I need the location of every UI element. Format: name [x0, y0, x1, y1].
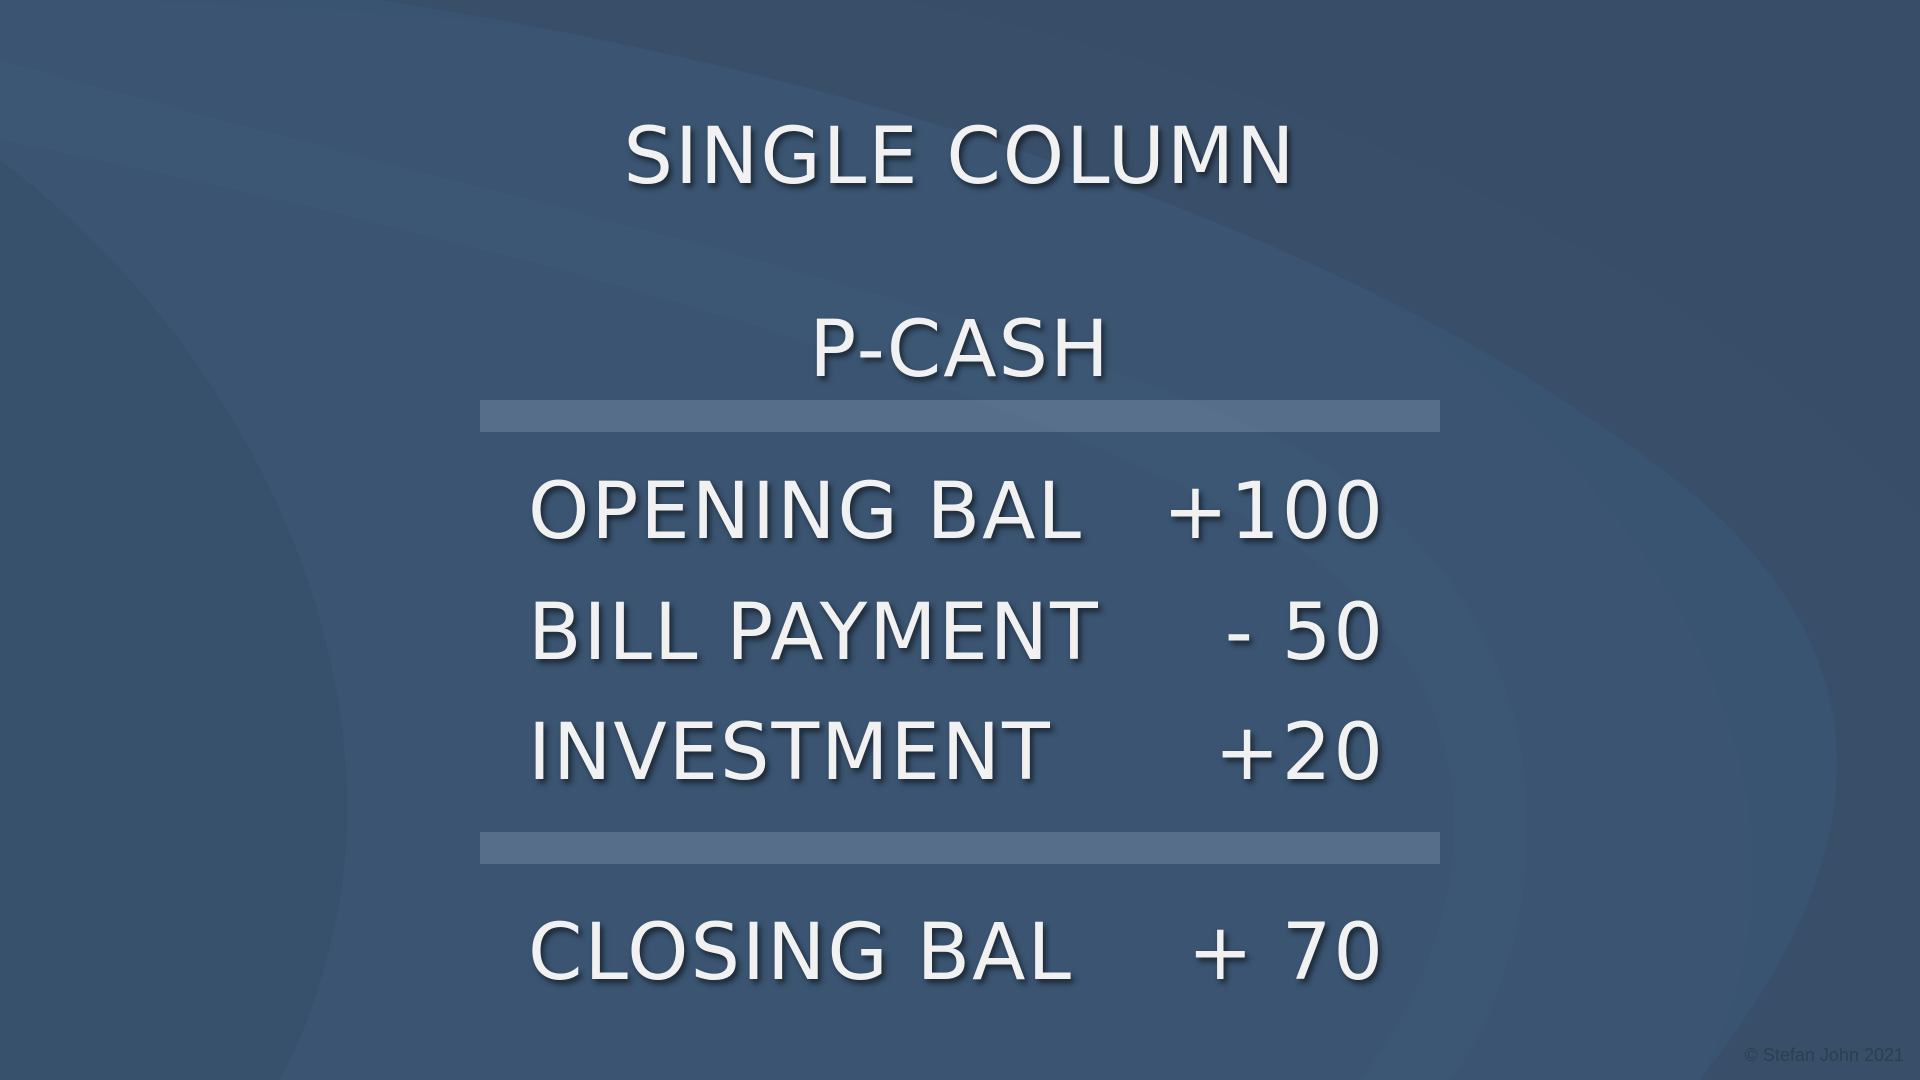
entry-value-opening-balance: +100 — [1162, 467, 1385, 557]
header-divider — [480, 400, 1440, 432]
entry-label-bill-payment: BILL PAYMENT — [528, 588, 1100, 678]
copyright-notice: © Stefan John 2021 — [1744, 1045, 1904, 1065]
total-divider — [480, 832, 1440, 864]
account-title: P-CASH — [809, 305, 1111, 395]
closing-balance-label: CLOSING BAL — [528, 908, 1073, 998]
entry-label-investment: INVESTMENT — [528, 708, 1052, 798]
slide-title: SINGLE COLUMN — [623, 112, 1297, 202]
entry-value-investment: +20 — [1214, 708, 1385, 798]
closing-balance-value: + 70 — [1187, 908, 1385, 998]
entry-label-opening-balance: OPENING BAL — [528, 467, 1083, 557]
entry-value-bill-payment: - 50 — [1224, 588, 1385, 678]
